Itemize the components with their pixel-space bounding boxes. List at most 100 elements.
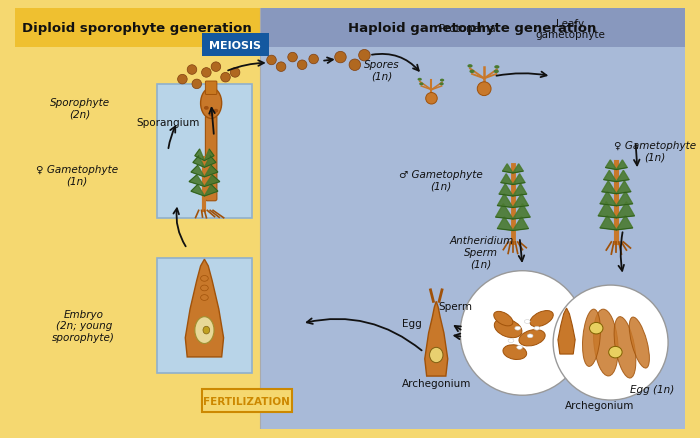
- Ellipse shape: [530, 311, 553, 327]
- Circle shape: [276, 63, 286, 72]
- Circle shape: [309, 55, 318, 65]
- Polygon shape: [204, 156, 216, 168]
- Ellipse shape: [508, 339, 514, 343]
- Bar: [15, 9, 260, 429]
- Ellipse shape: [594, 309, 618, 376]
- Ellipse shape: [214, 110, 218, 113]
- Circle shape: [178, 75, 187, 85]
- Circle shape: [187, 66, 197, 75]
- Polygon shape: [191, 185, 204, 197]
- Text: Protonema: Protonema: [439, 24, 495, 34]
- Ellipse shape: [524, 320, 530, 324]
- Ellipse shape: [468, 65, 472, 68]
- Ellipse shape: [440, 79, 444, 82]
- Bar: [15, 9, 260, 48]
- Polygon shape: [602, 181, 617, 194]
- FancyBboxPatch shape: [202, 34, 269, 57]
- Polygon shape: [193, 156, 204, 168]
- FancyBboxPatch shape: [202, 390, 292, 413]
- Text: Antheridium
Sperm
(1n): Antheridium Sperm (1n): [449, 235, 513, 268]
- Text: ♂ Gametophyte
(1n): ♂ Gametophyte (1n): [399, 170, 483, 191]
- Polygon shape: [513, 174, 525, 185]
- Ellipse shape: [494, 66, 500, 70]
- Ellipse shape: [204, 107, 209, 110]
- Circle shape: [267, 56, 276, 66]
- Ellipse shape: [494, 71, 499, 74]
- Polygon shape: [425, 302, 448, 376]
- Ellipse shape: [589, 323, 603, 334]
- Polygon shape: [498, 194, 513, 208]
- Polygon shape: [600, 192, 617, 206]
- Ellipse shape: [494, 319, 522, 338]
- Text: Egg (1n): Egg (1n): [630, 384, 674, 394]
- Text: Diploid sporophyte generation: Diploid sporophyte generation: [22, 22, 252, 35]
- Text: Sperm: Sperm: [438, 301, 472, 311]
- Polygon shape: [617, 202, 634, 218]
- Text: Archegonium: Archegonium: [402, 378, 471, 388]
- Text: Sporangium: Sporangium: [136, 118, 199, 128]
- Polygon shape: [617, 216, 633, 230]
- Ellipse shape: [470, 71, 475, 74]
- Text: ♀ Gametophyte
(1n): ♀ Gametophyte (1n): [36, 165, 118, 186]
- Ellipse shape: [201, 286, 209, 291]
- Circle shape: [426, 93, 438, 105]
- Ellipse shape: [195, 317, 214, 344]
- Ellipse shape: [527, 334, 533, 338]
- Circle shape: [349, 60, 360, 71]
- FancyBboxPatch shape: [205, 116, 217, 201]
- Bar: [260, 9, 685, 48]
- Polygon shape: [500, 174, 513, 185]
- Text: MEIOSIS: MEIOSIS: [209, 41, 261, 50]
- Bar: [260, 9, 685, 429]
- Polygon shape: [195, 150, 204, 161]
- Polygon shape: [513, 164, 523, 173]
- Polygon shape: [503, 164, 513, 173]
- Text: Egg: Egg: [402, 319, 422, 328]
- Ellipse shape: [440, 83, 444, 86]
- Circle shape: [460, 271, 584, 396]
- Circle shape: [358, 50, 370, 62]
- Ellipse shape: [417, 79, 422, 81]
- Circle shape: [211, 63, 220, 72]
- Polygon shape: [600, 216, 617, 230]
- Ellipse shape: [209, 113, 214, 117]
- Polygon shape: [496, 204, 513, 219]
- Ellipse shape: [519, 330, 545, 346]
- Polygon shape: [189, 176, 204, 187]
- Polygon shape: [617, 171, 629, 182]
- Bar: [157, 259, 252, 373]
- Polygon shape: [186, 260, 223, 357]
- Polygon shape: [513, 194, 528, 208]
- Polygon shape: [191, 166, 204, 177]
- Ellipse shape: [494, 312, 513, 326]
- Polygon shape: [499, 184, 513, 197]
- Ellipse shape: [629, 317, 650, 368]
- Ellipse shape: [582, 309, 601, 367]
- Polygon shape: [558, 308, 575, 354]
- Polygon shape: [513, 204, 530, 219]
- Ellipse shape: [201, 295, 209, 301]
- Circle shape: [477, 83, 491, 96]
- Circle shape: [553, 286, 668, 400]
- Ellipse shape: [534, 326, 540, 330]
- Polygon shape: [617, 181, 631, 194]
- Ellipse shape: [614, 317, 636, 378]
- FancyBboxPatch shape: [205, 82, 217, 95]
- Ellipse shape: [201, 88, 222, 119]
- Circle shape: [230, 68, 240, 78]
- Polygon shape: [513, 184, 526, 197]
- Polygon shape: [617, 160, 627, 170]
- Ellipse shape: [517, 346, 522, 350]
- Circle shape: [298, 61, 307, 71]
- Text: FERTILIZATION: FERTILIZATION: [203, 396, 290, 406]
- Polygon shape: [598, 202, 617, 218]
- Circle shape: [335, 52, 346, 64]
- Polygon shape: [617, 192, 633, 206]
- Text: Archegonium: Archegonium: [564, 400, 634, 410]
- Polygon shape: [606, 160, 617, 170]
- Ellipse shape: [203, 326, 210, 334]
- Polygon shape: [204, 185, 218, 197]
- Ellipse shape: [201, 276, 209, 282]
- Circle shape: [220, 73, 230, 83]
- Polygon shape: [204, 150, 214, 161]
